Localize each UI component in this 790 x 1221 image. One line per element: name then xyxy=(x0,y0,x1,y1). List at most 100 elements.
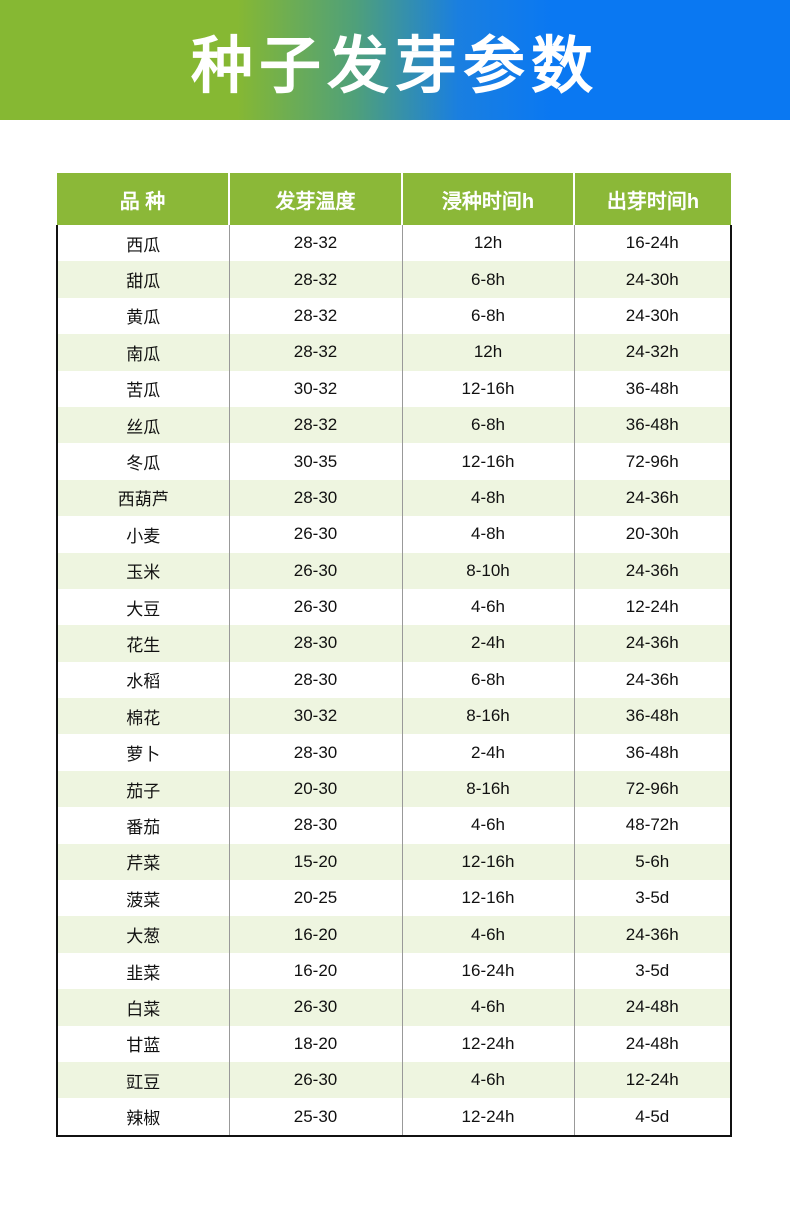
table-row: 萝卜 28-30 2-4h 36-48h xyxy=(56,734,732,771)
table-row: 花生 28-30 2-4h 24-36h xyxy=(56,625,732,662)
cell-soak: 4-6h xyxy=(401,588,574,626)
table-row: 小麦 26-30 4-8h 20-30h xyxy=(56,516,732,553)
cell-variety: 大葱 xyxy=(56,916,229,953)
cell-sprout: 4-5d xyxy=(573,1098,732,1137)
cell-soak: 4-6h xyxy=(401,1061,574,1099)
cell-variety: 豇豆 xyxy=(56,1061,229,1099)
cell-temp: 28-30 xyxy=(228,625,402,662)
cell-variety: 茄子 xyxy=(56,770,229,808)
cell-soak: 6-8h xyxy=(401,261,574,298)
cell-soak: 8-16h xyxy=(401,770,574,808)
cell-sprout: 36-48h xyxy=(573,734,732,771)
cell-variety: 西葫芦 xyxy=(56,479,229,517)
cell-sprout: 3-5d xyxy=(573,880,732,917)
cell-sprout: 24-36h xyxy=(573,552,732,589)
cell-soak: 8-16h xyxy=(401,698,574,735)
cell-soak: 4-8h xyxy=(401,516,574,553)
cell-sprout: 24-32h xyxy=(573,334,732,371)
table-row: 芹菜 15-20 12-16h 5-6h xyxy=(56,843,732,881)
cell-variety: 芹菜 xyxy=(56,843,229,881)
cell-temp: 18-20 xyxy=(228,1025,402,1062)
cell-sprout: 36-48h xyxy=(573,406,732,444)
cell-sprout: 72-96h xyxy=(573,770,732,808)
cell-variety: 番茄 xyxy=(56,807,229,844)
table-row: 甘蓝 18-20 12-24h 24-48h xyxy=(56,1025,732,1062)
table-row: 西瓜 28-32 12h 16-24h xyxy=(56,225,732,262)
cell-soak: 6-8h xyxy=(401,297,574,335)
cell-soak: 4-6h xyxy=(401,989,574,1026)
table-row: 苦瓜 30-32 12-16h 36-48h xyxy=(56,370,732,407)
cell-sprout: 20-30h xyxy=(573,516,732,553)
cell-temp: 28-32 xyxy=(228,261,402,298)
cell-temp: 28-32 xyxy=(228,334,402,371)
cell-temp: 20-30 xyxy=(228,770,402,808)
header-sprout-time: 出芽时间h xyxy=(573,173,731,225)
cell-variety: 南瓜 xyxy=(56,334,229,371)
seed-germination-table: 品 种 发芽温度 浸种时间h 出芽时间h 西瓜 28-32 12h 16-24h 甜瓜 2… xyxy=(56,173,732,1137)
cell-sprout: 24-30h xyxy=(573,261,732,298)
cell-variety: 水稻 xyxy=(56,661,229,699)
cell-temp: 28-30 xyxy=(228,734,402,771)
cell-sprout: 24-36h xyxy=(573,661,732,699)
table-row: 白菜 26-30 4-6h 24-48h xyxy=(56,989,732,1026)
cell-soak: 12-16h xyxy=(401,370,574,407)
cell-variety: 大豆 xyxy=(56,588,229,626)
cell-soak: 12-24h xyxy=(401,1098,574,1137)
cell-temp: 28-30 xyxy=(228,661,402,699)
table-row: 冬瓜 30-35 12-16h 72-96h xyxy=(56,443,732,480)
table-row: 韭菜 16-20 16-24h 3-5d xyxy=(56,952,732,990)
cell-soak: 6-8h xyxy=(401,406,574,444)
cell-sprout: 24-36h xyxy=(573,625,732,662)
table-row: 辣椒 25-30 12-24h 4-5d xyxy=(56,1098,732,1137)
title-banner: 种子发芽参数 xyxy=(0,0,790,120)
cell-temp: 20-25 xyxy=(228,880,402,917)
cell-variety: 冬瓜 xyxy=(56,443,229,480)
cell-soak: 4-6h xyxy=(401,807,574,844)
cell-sprout: 24-36h xyxy=(573,479,732,517)
cell-soak: 12h xyxy=(401,225,574,262)
cell-variety: 甘蓝 xyxy=(56,1025,229,1062)
cell-temp: 26-30 xyxy=(228,516,402,553)
cell-temp: 16-20 xyxy=(228,952,402,990)
table-row: 丝瓜 28-32 6-8h 36-48h xyxy=(56,406,732,444)
table-row: 豇豆 26-30 4-6h 12-24h xyxy=(56,1061,732,1099)
table-row: 甜瓜 28-32 6-8h 24-30h xyxy=(56,261,732,298)
cell-variety: 白菜 xyxy=(56,989,229,1026)
cell-temp: 28-30 xyxy=(228,807,402,844)
cell-temp: 28-32 xyxy=(228,297,402,335)
cell-soak: 16-24h xyxy=(401,952,574,990)
cell-temp: 28-32 xyxy=(228,225,402,262)
cell-sprout: 24-36h xyxy=(573,916,732,953)
cell-sprout: 36-48h xyxy=(573,370,732,407)
cell-soak: 2-4h xyxy=(401,625,574,662)
cell-variety: 甜瓜 xyxy=(56,261,229,298)
table-row: 茄子 20-30 8-16h 72-96h xyxy=(56,770,732,808)
cell-sprout: 12-24h xyxy=(573,1061,732,1099)
cell-temp: 26-30 xyxy=(228,989,402,1026)
table-row: 南瓜 28-32 12h 24-32h xyxy=(56,334,732,371)
cell-soak: 12-24h xyxy=(401,1025,574,1062)
table-row: 菠菜 20-25 12-16h 3-5d xyxy=(56,880,732,917)
cell-soak: 12-16h xyxy=(401,843,574,881)
cell-sprout: 24-30h xyxy=(573,297,732,335)
cell-sprout: 24-48h xyxy=(573,989,732,1026)
table-row: 大葱 16-20 4-6h 24-36h xyxy=(56,916,732,953)
cell-sprout: 24-48h xyxy=(573,1025,732,1062)
table-row: 番茄 28-30 4-6h 48-72h xyxy=(56,807,732,844)
header-soak-time: 浸种时间h xyxy=(401,173,574,225)
cell-variety: 黄瓜 xyxy=(56,297,229,335)
table-header-row: 品 种 发芽温度 浸种时间h 出芽时间h xyxy=(57,173,731,225)
cell-soak: 4-8h xyxy=(401,479,574,517)
cell-sprout: 16-24h xyxy=(573,225,732,262)
table-row: 棉花 30-32 8-16h 36-48h xyxy=(56,698,732,735)
cell-temp: 28-32 xyxy=(228,406,402,444)
cell-sprout: 48-72h xyxy=(573,807,732,844)
cell-soak: 12-16h xyxy=(401,880,574,917)
cell-sprout: 72-96h xyxy=(573,443,732,480)
cell-soak: 12h xyxy=(401,334,574,371)
cell-variety: 棉花 xyxy=(56,698,229,735)
cell-sprout: 36-48h xyxy=(573,698,732,735)
cell-temp: 25-30 xyxy=(228,1098,402,1137)
cell-variety: 韭菜 xyxy=(56,952,229,990)
header-germination-temp: 发芽温度 xyxy=(228,173,402,225)
